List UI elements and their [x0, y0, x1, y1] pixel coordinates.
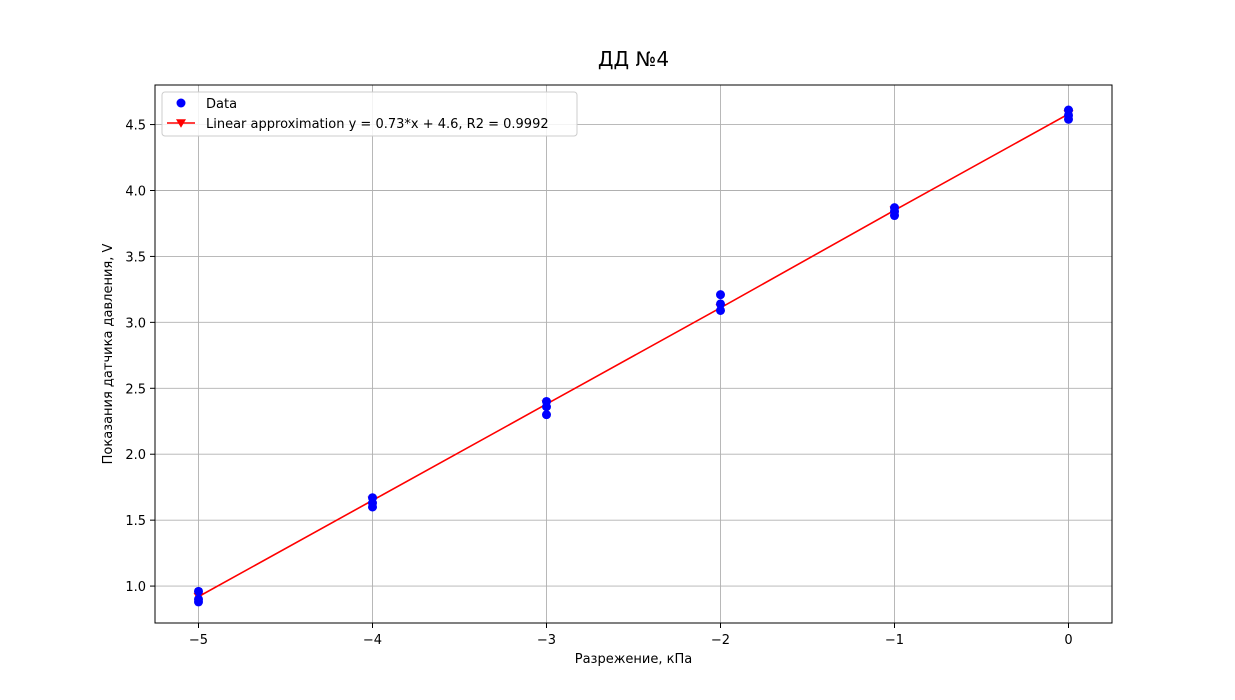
- data-point: [716, 299, 725, 309]
- x-tick-label: −3: [537, 633, 556, 648]
- data-point: [542, 402, 551, 412]
- y-tick-label: 2.5: [125, 382, 146, 397]
- plot-area: [193, 105, 1074, 607]
- y-tick-label: 1.5: [125, 514, 146, 529]
- axes-frame: [154, 84, 1113, 624]
- x-tick-label: −1: [885, 633, 904, 648]
- grid: [155, 85, 1112, 623]
- y-axis-label: Показания датчика давления, V: [101, 244, 116, 465]
- y-tick-label: 2.0: [125, 448, 146, 463]
- x-tick-label: −2: [711, 633, 730, 648]
- legend-label: Linear approximation y = 0.73*x + 4.6, R…: [206, 117, 549, 132]
- legend: Data Linear approximation y = 0.73*x + 4.…: [161, 91, 578, 137]
- y-tick-label: 4.0: [125, 184, 146, 199]
- y-tick-label: 3.0: [125, 316, 146, 331]
- axes: −5 −4 −3 −2 −1 0 1.0 1.5 2.0 2.5 3.0 3.5 4.0 4.5: [125, 84, 1113, 648]
- x-axis-label: Разрежение, кПа: [575, 652, 692, 667]
- data-point: [716, 290, 725, 300]
- x-tick-label: −5: [189, 633, 208, 648]
- data-point: [542, 410, 551, 420]
- fit-line: [198, 113, 1069, 598]
- data-point: [194, 586, 203, 596]
- legend-marker-data: [176, 98, 186, 108]
- data-point: [368, 502, 377, 512]
- data-point: [890, 211, 899, 221]
- y-tick-label: 1.0: [125, 580, 146, 595]
- data-point: [716, 305, 725, 315]
- x-tick-label: 0: [1064, 633, 1072, 648]
- data-point: [1064, 114, 1073, 124]
- legend-box: [161, 91, 578, 137]
- legend-marker-fit: [176, 119, 186, 128]
- y-tick-label: 4.5: [125, 119, 146, 134]
- x-tick-label: −4: [363, 633, 382, 648]
- y-tick-label: 3.5: [125, 250, 146, 265]
- legend-label: Data: [206, 97, 237, 112]
- data-point: [194, 597, 203, 607]
- chart-title: ДД №4: [598, 47, 669, 71]
